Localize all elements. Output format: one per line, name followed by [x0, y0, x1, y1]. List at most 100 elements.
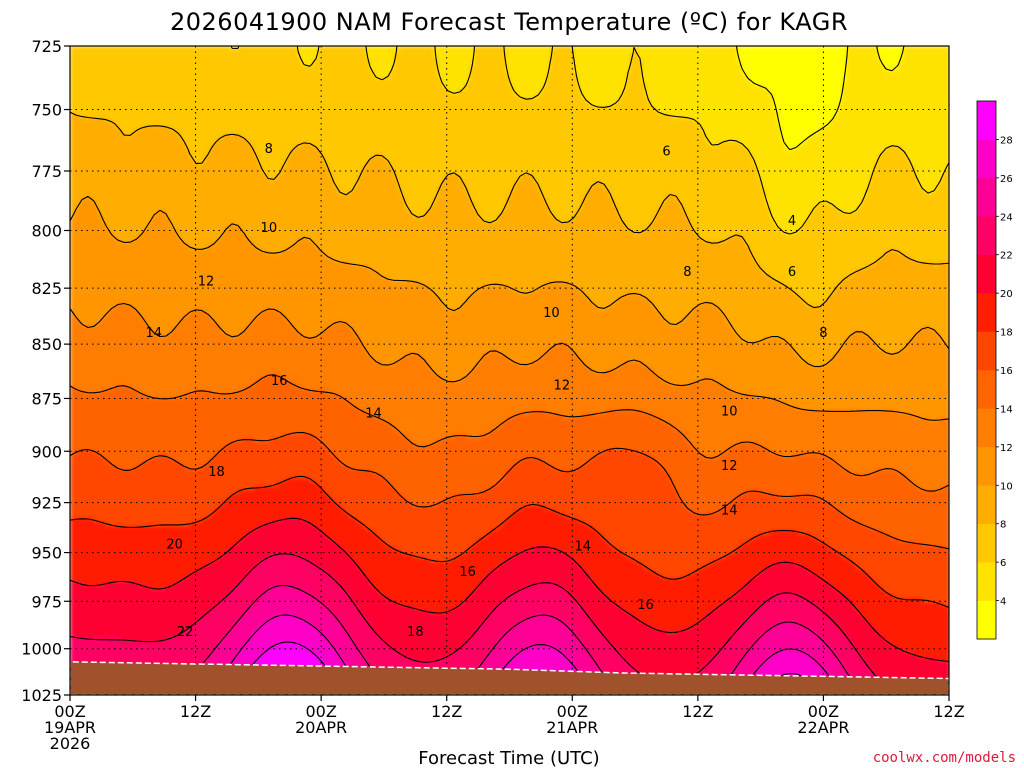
field-cell: [806, 62, 811, 67]
field-cell: [378, 58, 383, 63]
field-cell: [166, 70, 171, 75]
field-cell: [398, 66, 403, 71]
field-cell: [750, 62, 755, 67]
field-cell: [614, 46, 619, 51]
field-cell: [274, 66, 279, 71]
field-cell: [314, 66, 319, 71]
field-cell: [362, 74, 367, 79]
field-cell: [282, 70, 287, 75]
field-cell: [890, 62, 895, 67]
field-cell: [834, 66, 839, 71]
field-cell: [730, 70, 735, 75]
field-cell: [670, 78, 675, 83]
field-cell: [158, 62, 163, 67]
field-cell: [118, 58, 123, 63]
field-cell: [490, 74, 495, 79]
field-cell: [478, 78, 483, 83]
field-cell: [578, 74, 583, 79]
field-cell: [234, 62, 239, 67]
field-cell: [454, 50, 459, 55]
field-cell: [582, 54, 587, 59]
field-cell: [322, 74, 327, 79]
field-cell: [450, 66, 455, 71]
field-cell: [78, 82, 83, 87]
field-cell: [734, 66, 739, 71]
field-cell: [890, 58, 895, 63]
field-cell: [654, 46, 659, 51]
field-cell: [782, 54, 787, 59]
field-cell: [678, 66, 683, 71]
field-cell: [730, 50, 735, 55]
field-cell: [110, 66, 115, 71]
field-cell: [674, 70, 679, 75]
field-cell: [618, 62, 623, 67]
field-cell: [666, 46, 671, 51]
field-cell: [674, 62, 679, 67]
field-cell: [922, 70, 927, 75]
field-cell: [706, 70, 711, 75]
field-cell: [594, 46, 599, 51]
field-cell: [786, 78, 791, 83]
field-cell: [330, 70, 335, 75]
field-cell: [934, 54, 939, 59]
field-cell: [818, 74, 823, 79]
field-cell: [110, 50, 115, 55]
field-cell: [166, 62, 171, 67]
field-cell: [182, 66, 187, 71]
field-cell: [510, 46, 515, 51]
field-cell: [114, 70, 119, 75]
field-cell: [458, 74, 463, 79]
field-cell: [410, 74, 415, 79]
field-cell: [290, 54, 295, 59]
field-cell: [194, 74, 199, 79]
field-cell: [186, 58, 191, 63]
field-cell: [442, 70, 447, 75]
field-cell: [454, 54, 459, 59]
field-cell: [186, 46, 191, 51]
field-cell: [170, 46, 175, 51]
field-cell: [858, 70, 863, 75]
field-cell: [522, 78, 527, 83]
field-cell: [102, 58, 107, 63]
field-cell: [358, 66, 363, 71]
field-cell: [778, 78, 783, 83]
field-cell: [650, 50, 655, 55]
field-cell: [414, 70, 419, 75]
field-cell: [682, 50, 687, 55]
field-cell: [210, 54, 215, 59]
field-cell: [566, 78, 571, 83]
field-cell: [930, 58, 935, 63]
field-cell: [918, 50, 923, 55]
field-cell: [882, 78, 887, 83]
field-cell: [690, 78, 695, 83]
field-cell: [330, 78, 335, 83]
field-cell: [178, 66, 183, 71]
field-cell: [294, 74, 299, 79]
field-cell: [870, 46, 875, 51]
field-cell: [170, 62, 175, 67]
field-cell: [170, 50, 175, 55]
field-cell: [234, 70, 239, 75]
field-cell: [866, 58, 871, 63]
field-cell: [918, 74, 923, 79]
field-cell: [834, 70, 839, 75]
field-cell: [374, 46, 379, 51]
field-cell: [578, 70, 583, 75]
field-cell: [346, 62, 351, 67]
field-cell: [214, 78, 219, 83]
field-cell: [174, 46, 179, 51]
field-cell: [718, 74, 723, 79]
field-cell: [610, 70, 615, 75]
field-cell: [386, 46, 391, 51]
field-cell: [894, 58, 899, 63]
field-cell: [422, 50, 427, 55]
field-cell: [558, 54, 563, 59]
field-cell: [838, 54, 843, 59]
field-cell: [146, 78, 151, 83]
field-cell: [126, 66, 131, 71]
field-cell: [374, 58, 379, 63]
field-cell: [86, 78, 91, 83]
field-cell: [938, 66, 943, 71]
field-cell: [482, 50, 487, 55]
field-cell: [234, 66, 239, 71]
